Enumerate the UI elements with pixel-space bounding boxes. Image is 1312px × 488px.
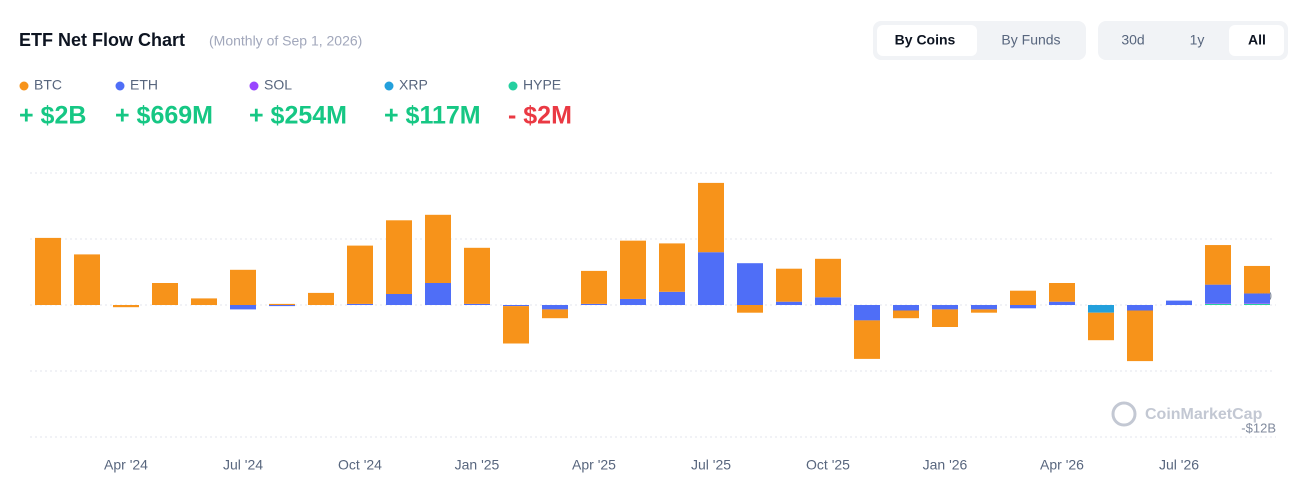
legend-dot (115, 81, 125, 91)
legend-total: + $669M (115, 102, 213, 130)
legend-total: + $117M (384, 102, 481, 130)
bar (1244, 265, 1270, 294)
legend-total: - $2M (508, 102, 572, 130)
range-selected (1229, 25, 1284, 56)
bar (581, 270, 607, 304)
bar (581, 303, 607, 305)
bar (1205, 303, 1231, 305)
x-tick-label: Oct '25 (806, 457, 850, 473)
legend-dot (249, 81, 259, 91)
bar (737, 305, 763, 313)
bar (698, 182, 724, 253)
tab[interactable]: By Funds (1001, 32, 1060, 48)
legend-dot (508, 81, 518, 91)
bar (1088, 312, 1114, 341)
bar (854, 320, 880, 359)
x-tick-label: Apr '25 (572, 457, 616, 473)
x-tick-label: Apr '24 (104, 457, 148, 473)
bar (1010, 305, 1036, 309)
bar (269, 303, 295, 305)
bar (542, 309, 568, 319)
bar (971, 305, 997, 310)
bar (542, 305, 568, 310)
bar (659, 291, 685, 305)
bar (1088, 305, 1114, 313)
bar (932, 305, 958, 310)
bar (464, 303, 490, 305)
bar (1049, 283, 1075, 302)
bar (113, 305, 139, 308)
bar (1244, 293, 1270, 304)
bar (1205, 284, 1231, 304)
x-tick-label: Jan '26 (923, 457, 968, 473)
legend-label: SOL (264, 77, 292, 93)
bar (230, 269, 256, 305)
bar (35, 237, 61, 305)
range[interactable]: All (1248, 32, 1266, 48)
bar (1166, 300, 1192, 305)
bar (932, 309, 958, 327)
title: ETF Net Flow Chart (19, 30, 185, 50)
range[interactable]: 30d (1121, 32, 1144, 48)
bar (347, 303, 373, 305)
legend-label: BTC (34, 77, 62, 93)
bar (230, 305, 256, 310)
bar (425, 283, 451, 305)
bar (815, 297, 841, 305)
bar (503, 305, 529, 307)
watermark: CoinMarketCap (1145, 406, 1263, 423)
x-tick-label: Jul '24 (223, 457, 263, 473)
bar (191, 298, 217, 305)
watermark-logo (1111, 401, 1137, 427)
bar (776, 268, 802, 302)
bar (386, 294, 412, 305)
bar (893, 310, 919, 319)
bar (503, 306, 529, 344)
bar (1127, 310, 1153, 362)
bar (152, 283, 178, 305)
bar (1205, 245, 1231, 285)
bar (464, 247, 490, 304)
bar (269, 305, 295, 307)
bar (620, 240, 646, 299)
bar (776, 301, 802, 305)
legend-total: + $254M (249, 102, 347, 130)
x-tick-label: Jul '26 (1159, 457, 1199, 473)
bar (737, 263, 763, 305)
bar (1244, 303, 1270, 305)
bar (425, 214, 451, 283)
bar (347, 245, 373, 304)
legend-total: + $2B (19, 102, 86, 130)
x-tick-label: Apr '26 (1040, 457, 1084, 473)
bar (620, 298, 646, 305)
legend-label: HYPE (523, 77, 561, 93)
x-tick-label: Oct '24 (338, 457, 382, 473)
bar (1010, 290, 1036, 305)
bar (854, 305, 880, 321)
legend-dot (19, 81, 29, 91)
x-tick-label: Jul '25 (691, 457, 731, 473)
legend-dot (384, 81, 394, 91)
bar (1205, 303, 1231, 304)
bar (1244, 303, 1270, 304)
bar (308, 292, 334, 305)
subtitle: (Monthly of Sep 1, 2026) (209, 33, 362, 49)
bar (893, 305, 919, 311)
bar (698, 252, 724, 305)
legend-label: ETH (130, 77, 158, 93)
bar (659, 243, 685, 292)
bar (971, 309, 997, 313)
bar (815, 258, 841, 298)
x-tick-label: Jan '25 (455, 457, 500, 473)
legend-label: XRP (399, 77, 428, 93)
tab[interactable]: By Coins (895, 32, 956, 48)
bar (1049, 301, 1075, 305)
bar (74, 254, 100, 305)
y-tick-label: -$12B (1241, 420, 1276, 435)
range[interactable]: 1y (1190, 32, 1205, 48)
bar (1127, 305, 1153, 311)
tab-selected (877, 25, 977, 56)
bar (386, 220, 412, 294)
